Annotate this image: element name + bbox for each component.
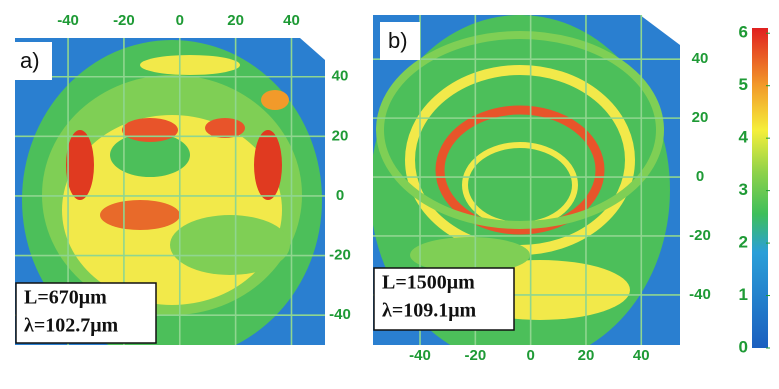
x-tick-label: 0 xyxy=(176,12,184,29)
annotation: λ=102.7μm xyxy=(24,315,119,337)
annotation-box xyxy=(15,282,157,344)
x-tick-label: 40 xyxy=(633,347,650,364)
colorbar-tick-label: 0 xyxy=(739,337,748,356)
y-tick-label: 0 xyxy=(336,187,344,204)
colorbar-tick-label: 5 xyxy=(739,75,748,94)
y-tick-label: -20 xyxy=(329,247,351,264)
x-tick-label: -20 xyxy=(464,347,486,364)
annotation: L=1500μm xyxy=(382,272,475,294)
annotation: λ=109.1μm xyxy=(382,300,477,322)
x-tick-label: 20 xyxy=(578,347,595,364)
panel-label: b) xyxy=(388,28,408,53)
colorbar-tick-label: 3 xyxy=(739,180,748,199)
x-tick-label: -40 xyxy=(409,347,431,364)
colorbar-tick-label: 2 xyxy=(739,233,748,252)
colorbar-tick-label: 1 xyxy=(739,285,748,304)
colorbar-tick-label: 6 xyxy=(739,23,748,42)
y-tick-label: 20 xyxy=(692,109,709,126)
y-tick-label: 0 xyxy=(696,168,704,185)
annotation: L=670μm xyxy=(24,287,107,309)
x-tick-label: 0 xyxy=(526,347,534,364)
label-box xyxy=(12,42,52,80)
y-tick-label: -40 xyxy=(689,286,711,303)
panel-label: a) xyxy=(20,48,40,73)
x-tick-label: 40 xyxy=(283,12,300,29)
colorbar-tick-label: 4 xyxy=(739,128,749,147)
y-tick-label: -20 xyxy=(689,227,711,244)
colorbar xyxy=(752,28,768,348)
annotation-box xyxy=(373,267,515,331)
heatmap-a xyxy=(15,38,325,345)
y-tick-label: 20 xyxy=(332,127,349,144)
x-tick-label: 20 xyxy=(227,12,244,29)
x-tick-label: -20 xyxy=(113,12,135,29)
y-tick-label: 40 xyxy=(692,50,709,67)
label-box xyxy=(380,22,420,60)
x-tick-label: -40 xyxy=(57,12,79,29)
y-tick-label: -40 xyxy=(329,306,351,323)
y-tick-label: 40 xyxy=(332,68,349,85)
